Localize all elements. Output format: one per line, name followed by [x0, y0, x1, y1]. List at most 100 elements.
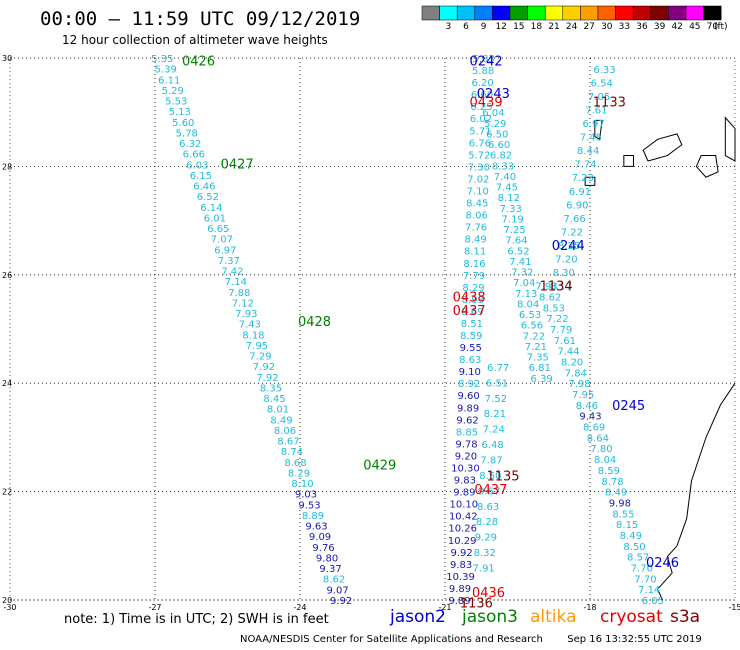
wave-height-value: 7.92 [253, 362, 275, 373]
colorbar-swatch [456, 5, 476, 21]
colorbar-tick-label: 9 [480, 22, 487, 32]
wave-height-value: 7.66 [563, 214, 585, 225]
wave-height-value: 7.14 [638, 585, 660, 596]
wave-height-value: 8.46 [576, 401, 598, 412]
wave-height-value: 7.93 [535, 282, 557, 293]
lon-tick-label: -27 [148, 603, 161, 612]
wave-height-value: 8.78 [601, 477, 623, 488]
map-subtitle: 12 hour collection of altimeter wave hei… [62, 33, 328, 47]
wave-height-value: 8.12 [498, 193, 520, 204]
lon-tick-label: -30 [3, 603, 16, 612]
wave-height-value: 7.22 [523, 331, 545, 342]
colorbar-tick-label: 27 [583, 22, 595, 32]
wave-height-value: 8.49 [270, 415, 292, 426]
pass-label: 0244 [552, 239, 585, 254]
wave-height-value: 6.60 [488, 140, 510, 151]
lat-tick-label: 22 [2, 488, 12, 497]
wave-height-value: 9.89 [449, 584, 471, 595]
wave-height-value: 5.83 [473, 54, 495, 65]
pass-label: 0242 [470, 55, 503, 70]
wave-height-value: 8.51 [461, 319, 483, 330]
lat-tick-label: 26 [2, 271, 12, 280]
wave-height-value: 6.51 [486, 378, 508, 389]
colorbar-tick-label: 15 [513, 22, 525, 32]
colorbar-swatch [703, 5, 722, 21]
wave-height-value: 6.20 [471, 78, 493, 89]
colorbar-swatch [474, 5, 493, 21]
wave-height-value: 8.49 [620, 531, 642, 542]
wave-height-value: 6.50 [486, 129, 508, 140]
wave-height-value: 6.52 [197, 192, 219, 203]
colorbar-swatch [492, 5, 511, 21]
wave-height-value: 8.45 [263, 394, 285, 405]
wave-height-value: 8.01 [267, 405, 289, 416]
wave-height-value: 8.85 [456, 427, 478, 438]
wave-height-value: 8.74 [281, 447, 303, 458]
wave-height-value: 7.45 [580, 133, 602, 144]
wave-height-value: 9.83 [454, 476, 476, 487]
wave-height-value: 7.21 [525, 342, 547, 353]
wave-height-value: 6.53 [519, 310, 541, 321]
legend-entry-cryosat: cryosat [600, 607, 663, 627]
wave-height-value: 8.29 [462, 283, 484, 294]
wave-height-value: 9.07 [326, 585, 348, 596]
colorbar-swatch [562, 5, 581, 21]
legend-entry-altika: altika [530, 607, 577, 627]
wave-height-value: 7.92 [256, 373, 278, 384]
wave-height-value: 9.62 [456, 415, 478, 426]
wave-height-value: 7.84 [565, 368, 587, 379]
colorbar-swatch [597, 5, 616, 21]
wave-height-value: 9.20 [455, 451, 477, 462]
pass-label: 1133 [593, 95, 626, 110]
wave-height-value: 5.71 [469, 126, 491, 137]
pass-label: 0428 [298, 315, 331, 330]
pass-label: 0429 [363, 459, 396, 474]
colorbar-swatch [544, 5, 564, 21]
pass-label: 0436 [472, 586, 505, 601]
colorbar-swatch [632, 5, 652, 21]
wave-height-value: 7.02 [467, 174, 489, 185]
colorbar-tick-label: 24 [565, 22, 578, 32]
wave-height-value: 7.74 [574, 160, 596, 171]
wave-height-value: 8.44 [577, 146, 599, 157]
wave-height-value: 9.60 [457, 391, 479, 402]
wave-height-value: 7.61 [554, 336, 576, 347]
colorbar-tick-label: 6 [463, 22, 469, 32]
wave-height-value: 7.12 [232, 298, 254, 309]
wave-height-value: 5.39 [155, 65, 177, 76]
wave-height-value: 9.78 [455, 439, 477, 450]
lat-tick-label: 20 [2, 596, 12, 605]
pass-label: 0426 [182, 55, 215, 70]
wave-height-value: 8.64 [587, 433, 609, 444]
wave-height-value: 9.89 [457, 403, 479, 414]
wave-height-value: 7.95 [246, 341, 268, 352]
lon-tick-label: -21 [438, 603, 451, 612]
colorbar-tick-label: 42 [671, 22, 683, 32]
pass-label: 1134 [540, 280, 573, 295]
colorbar-swatch [615, 5, 634, 21]
lon-tick-label: -24 [293, 603, 306, 612]
wave-height-value: 7.32 [511, 268, 533, 279]
lat-tick-label: 24 [2, 379, 12, 388]
wave-height-value: 6.52 [507, 246, 529, 257]
wave-height-value: 7.52 [485, 394, 507, 405]
wave-height-value: 9.37 [319, 564, 341, 575]
wave-height-value: 9.98 [609, 498, 631, 509]
wave-height-value: 6.56 [521, 321, 543, 332]
footer-credit: NOAA/NESDIS Center for Satellite Applica… [240, 634, 702, 645]
colorbar-tick-label: 33 [618, 22, 631, 32]
wave-height-value: 7.14 [225, 277, 247, 288]
wave-height-value: 9.89 [453, 488, 475, 499]
wave-height-value: 8.50 [623, 542, 645, 553]
wave-height-value: 7.41 [509, 257, 531, 268]
wave-height-value: 8.59 [460, 331, 482, 342]
map-frame [9, 57, 736, 601]
island [642, 133, 683, 162]
pass-label: 0243 [477, 87, 510, 102]
wave-height-value: 7.22 [546, 314, 568, 325]
wave-height-value: 8.63 [477, 502, 499, 513]
wave-height-value: 7.30 [468, 162, 490, 173]
wave-height-value: 7.07 [211, 235, 233, 246]
island [724, 116, 736, 162]
wave-height-value: 6.46 [193, 182, 215, 193]
